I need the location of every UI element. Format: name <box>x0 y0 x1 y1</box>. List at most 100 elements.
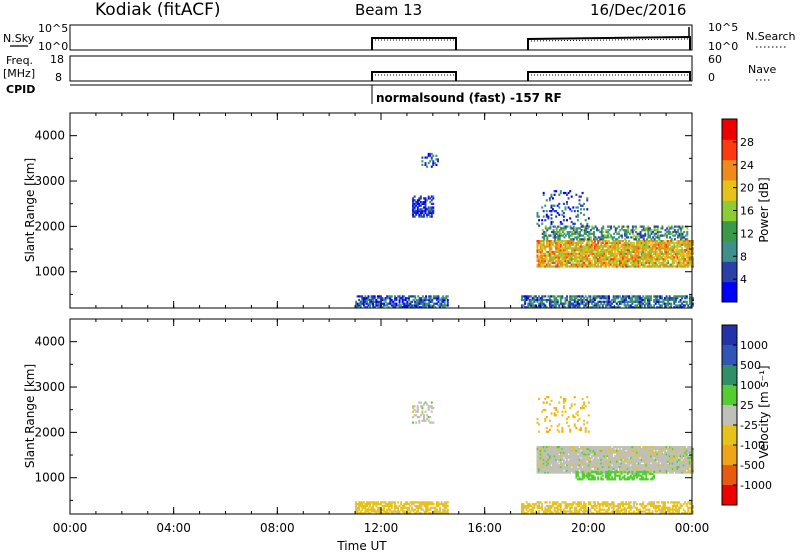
heatmap-cell <box>563 227 566 230</box>
heatmap-cell <box>658 230 661 234</box>
heatmap-cell <box>562 465 565 469</box>
heatmap-cell <box>560 227 563 230</box>
heatmap-cell <box>656 451 659 454</box>
heatmap-cell <box>637 240 640 243</box>
heatmap-cell <box>446 508 449 511</box>
heatmap-cell <box>575 259 578 263</box>
heatmap-cell <box>679 240 682 243</box>
heatmap-cell <box>684 259 687 263</box>
heatmap-cell <box>545 300 548 303</box>
heatmap-cell <box>538 446 541 449</box>
heatmap-cell <box>567 240 570 243</box>
heatmap-cell <box>566 447 568 451</box>
heatmap-cell <box>538 464 541 467</box>
heatmap-cell <box>555 229 558 232</box>
heatmap-cell <box>636 236 639 239</box>
heatmap-cell <box>645 455 648 458</box>
heatmap-cell <box>589 259 592 263</box>
heatmap-cell <box>614 229 617 232</box>
heatmap-cell <box>372 300 375 303</box>
heatmap-cell <box>561 263 564 266</box>
heatmap-cell <box>403 304 406 307</box>
heatmap-cell <box>687 263 690 266</box>
heatmap-cell <box>401 508 404 511</box>
heatmap-cell <box>589 464 592 467</box>
heatmap-cell <box>636 243 638 246</box>
heatmap-cell <box>356 304 359 307</box>
freq-left-label-1: Freq. <box>6 54 33 67</box>
heatmap-cell <box>584 465 587 469</box>
heatmap-cell <box>636 447 638 451</box>
heatmap-cell <box>424 401 427 404</box>
heatmap-cell <box>552 208 554 211</box>
heatmap-cell <box>601 512 604 515</box>
heatmap-cell <box>604 464 607 467</box>
heatmap-cell <box>620 261 623 264</box>
heatmap-cell <box>594 249 596 252</box>
heatmap-cell <box>609 453 612 456</box>
heatmap-cell <box>662 300 665 303</box>
heatmap-cell <box>566 241 568 245</box>
heatmap-cell <box>418 302 421 305</box>
heatmap-cell <box>662 467 665 470</box>
heatmap-cell <box>587 449 590 452</box>
heatmap-cell <box>553 256 556 259</box>
heatmap-cell <box>664 256 666 259</box>
heatmap-cell <box>622 464 624 467</box>
heatmap-cell <box>674 250 677 254</box>
heatmap-cell <box>629 254 632 257</box>
heatmap-cell <box>642 227 645 230</box>
heatmap-cell <box>603 503 606 506</box>
heatmap-cell <box>687 258 690 261</box>
heatmap-cell <box>430 195 433 198</box>
heatmap-cell <box>370 300 373 303</box>
heatmap-cell <box>412 304 415 307</box>
heatmap-cell <box>570 297 573 300</box>
heatmap-cell <box>432 297 435 300</box>
heatmap-cell <box>429 160 432 163</box>
heatmap-cell <box>645 229 648 232</box>
heatmap-cell <box>570 250 573 254</box>
heatmap-cell <box>673 306 676 309</box>
heatmap-cell <box>525 501 528 504</box>
heatmap-cell <box>620 453 623 456</box>
heatmap-cell <box>550 193 553 196</box>
heatmap-cell <box>569 304 572 307</box>
heatmap-cell <box>676 453 679 456</box>
heatmap-cell <box>584 298 587 302</box>
heatmap-cell <box>625 447 628 451</box>
heatmap-cell <box>555 300 558 303</box>
heatmap-cell <box>597 304 600 307</box>
heatmap-cell <box>600 238 603 241</box>
heatmap-cell <box>677 229 679 232</box>
heatmap-cell <box>420 506 423 509</box>
heatmap-cell <box>558 252 561 255</box>
heatmap-cell <box>434 306 437 309</box>
heatmap-cell <box>576 451 579 454</box>
heatmap-cell <box>660 240 663 243</box>
heatmap-cell <box>617 295 620 298</box>
heatmap-cell <box>594 256 596 259</box>
heatmap-cell <box>555 254 558 257</box>
heatmap-cell <box>414 512 417 515</box>
heatmap-cell <box>627 225 630 228</box>
heatmap-cell <box>672 234 675 237</box>
heatmap-cell <box>601 455 604 458</box>
heatmap-cell <box>437 512 440 515</box>
heatmap-cell <box>614 464 617 467</box>
heatmap-cell <box>589 247 592 250</box>
heatmap-cell <box>421 156 424 159</box>
heatmap-cell <box>620 464 623 467</box>
heatmap-cell <box>612 456 615 460</box>
heatmap-cell <box>658 238 661 241</box>
heatmap-cell <box>665 453 668 456</box>
heatmap-cell <box>639 265 642 268</box>
heatmap-cell <box>395 304 398 307</box>
heatmap-cell <box>665 245 668 248</box>
heatmap-cell <box>566 464 568 467</box>
power-heatmap-cells <box>355 152 694 309</box>
heatmap-cell <box>620 449 623 452</box>
heatmap-cell <box>548 295 551 298</box>
heatmap-cell <box>639 462 642 465</box>
heatmap-cell <box>522 512 525 515</box>
